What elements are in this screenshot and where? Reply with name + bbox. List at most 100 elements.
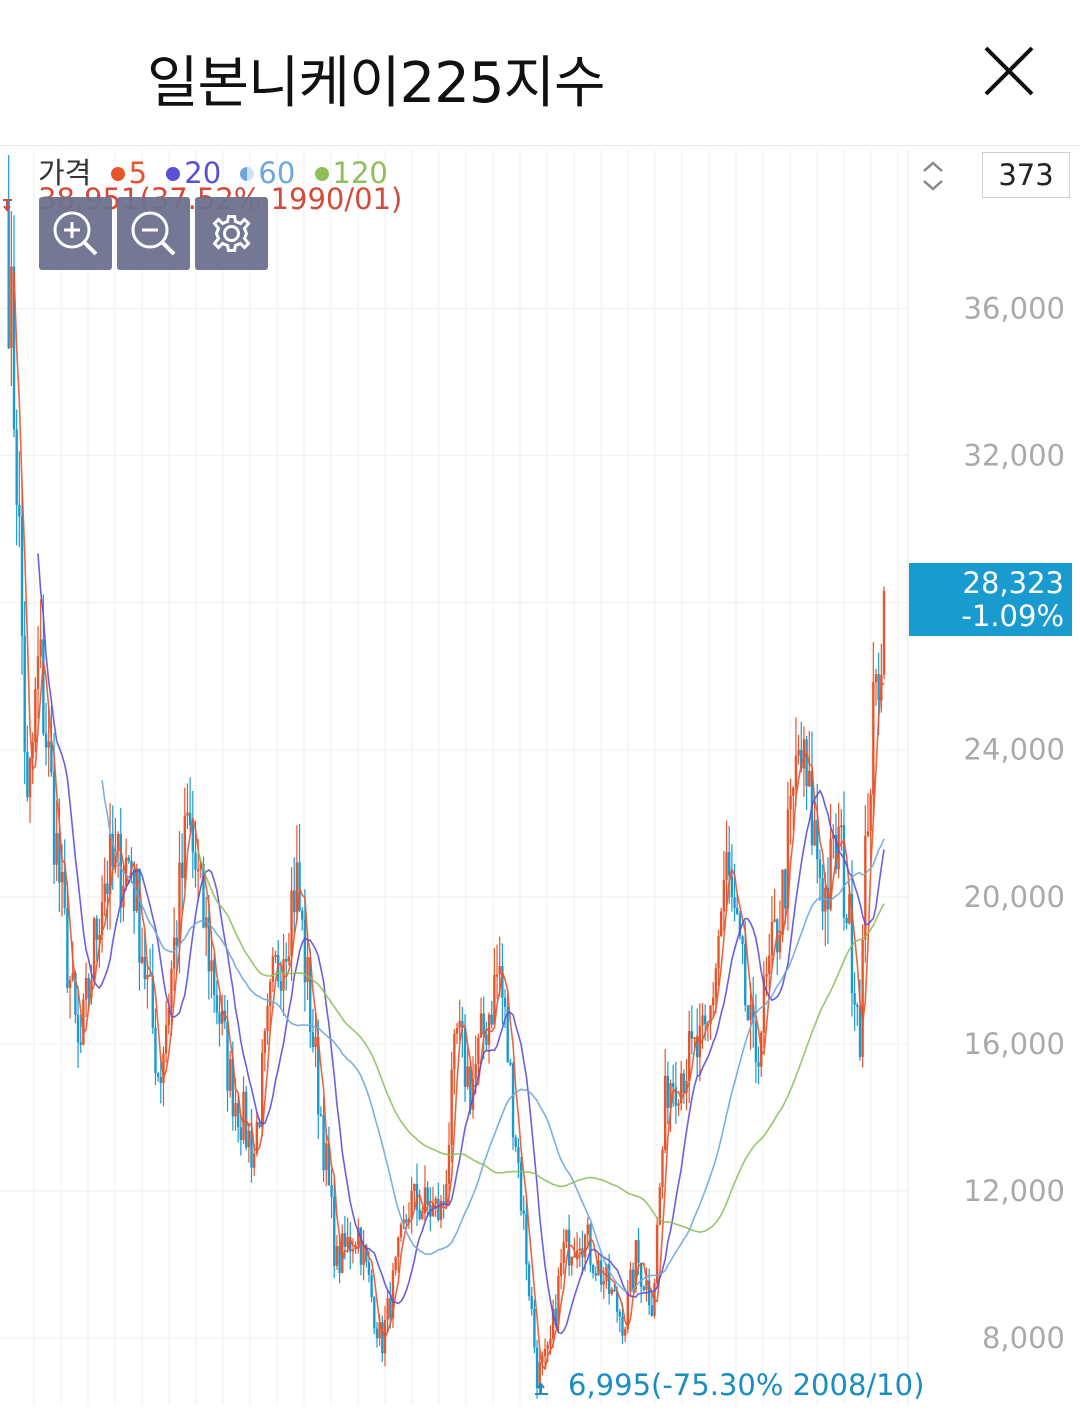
candle-body (725, 851, 728, 880)
candle-body (402, 1219, 405, 1225)
candle-body (717, 936, 720, 969)
legend-ma5-label: 5 (128, 156, 148, 190)
visible-count-field[interactable]: 373 (982, 152, 1070, 198)
zoom-in-button[interactable] (39, 197, 112, 270)
candle-body (413, 1183, 416, 1191)
candle-body (549, 1338, 552, 1345)
candle-body (194, 852, 197, 870)
candle-body (92, 918, 96, 981)
candle-body (423, 1187, 427, 1212)
candle-body (848, 894, 851, 924)
candle-body (805, 739, 808, 787)
candle-body (295, 862, 299, 913)
moving-average-lines (13, 271, 885, 1371)
candle-body (714, 968, 718, 998)
candle-body (533, 1309, 536, 1348)
page-title: 일본니케이225지수 (147, 51, 606, 116)
candle-body (519, 1162, 523, 1211)
close-button[interactable] (978, 40, 1040, 102)
close-icon (984, 46, 1034, 96)
legend-ma60-dot (240, 167, 255, 181)
candle-body (832, 834, 835, 839)
candle-body (71, 973, 74, 981)
candle-body (455, 1027, 459, 1034)
candle-body (514, 1137, 517, 1147)
candle-body (669, 1083, 672, 1108)
candle-body (44, 733, 48, 748)
candle-body (639, 1262, 643, 1287)
candle-body (143, 956, 146, 980)
candle-body (605, 1264, 608, 1282)
candle-body (792, 787, 795, 796)
candle-body (285, 959, 288, 962)
candle-body (82, 999, 85, 1045)
candle-body (447, 1144, 451, 1184)
zoom-out-button[interactable] (117, 197, 190, 270)
candle-body (738, 913, 742, 937)
candle-body (501, 966, 504, 998)
candle-body (538, 1362, 541, 1389)
candle-body (866, 831, 870, 836)
legend-ma120-label: 120 (332, 156, 388, 190)
candle-body (434, 1198, 437, 1204)
candle-body (151, 976, 154, 1028)
candle-body (829, 838, 832, 910)
candle-body (752, 1004, 755, 1023)
candle-body (877, 674, 880, 701)
candle-body (728, 851, 731, 876)
settings-button[interactable] (195, 197, 268, 270)
candle-body (709, 1005, 712, 1025)
candle-body (258, 1121, 261, 1128)
candle-body (335, 1245, 339, 1266)
candle-body (156, 1073, 160, 1077)
candle-body (461, 1020, 464, 1028)
candle-body (26, 751, 29, 798)
candle-body (741, 936, 744, 945)
candle-body (589, 1224, 592, 1266)
candle-body (231, 1059, 235, 1117)
candle-body (493, 975, 496, 1025)
candle-body (781, 869, 784, 935)
candle-body (666, 1075, 670, 1108)
candle-body (720, 911, 723, 937)
candle-body (47, 741, 50, 748)
candle-body (23, 636, 26, 752)
candle-body (306, 957, 309, 983)
candle-body (28, 758, 32, 798)
candle-body (162, 1053, 165, 1083)
price-chart[interactable]: 8,00012,00016,00020,00024,00028,00032,00… (0, 146, 1080, 1420)
candle-body (626, 1291, 630, 1330)
candle-body (79, 1042, 82, 1045)
candle-body (565, 1229, 568, 1243)
candle-body (140, 956, 144, 963)
candle-body (826, 887, 830, 910)
ma-120-line (197, 850, 885, 1234)
candle-body (31, 742, 34, 759)
candle-body (188, 812, 192, 826)
candle-body (167, 1008, 170, 1026)
candle-body (800, 749, 803, 769)
candle-body (210, 960, 213, 972)
candle-body (34, 689, 37, 743)
candle-body (418, 1209, 421, 1219)
candle-body (359, 1227, 363, 1265)
candle-body (586, 1224, 589, 1235)
ma-5-line (13, 271, 885, 1371)
candle-body (789, 795, 792, 810)
candle-body (813, 820, 816, 846)
candle-body (631, 1269, 635, 1290)
candle-body (116, 833, 120, 850)
ma-20-line (37, 553, 885, 1335)
candle-body (637, 1240, 640, 1263)
candle-body (466, 1066, 469, 1087)
candle-body (172, 937, 176, 969)
candle-body (370, 1274, 373, 1298)
candle-body (252, 1153, 256, 1168)
scroll-updown-icon[interactable] (918, 158, 948, 194)
candle-body (55, 833, 58, 865)
candle-body (559, 1263, 563, 1276)
candle-body (487, 1014, 491, 1045)
candle-body (872, 682, 875, 795)
candle-body (882, 590, 886, 675)
candle-body (578, 1248, 581, 1251)
